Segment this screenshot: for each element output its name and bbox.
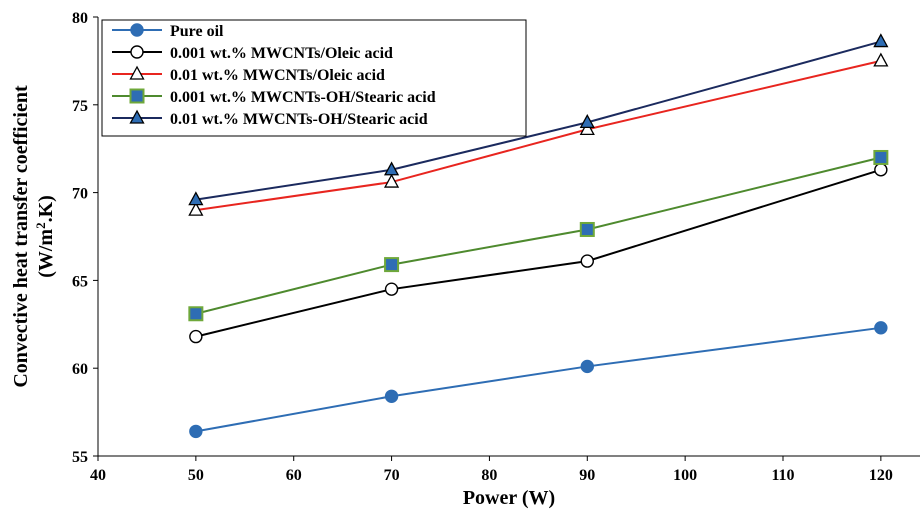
y-axis-unit-prefix: (W/m [35, 229, 57, 278]
data-point [873, 52, 889, 67]
legend-item: 0.001 wt.% MWCNTs-OH/Stearic acid [112, 88, 436, 106]
x-tick-label: 70 [384, 467, 400, 484]
data-point [189, 424, 203, 439]
series-line [195, 168, 882, 338]
legend-marker [129, 109, 145, 124]
series-4 [188, 149, 889, 322]
series-layer [188, 33, 889, 439]
y-tick-label: 65 [72, 273, 88, 290]
x-tick-label: 60 [286, 467, 302, 484]
legend-label: Pure oil [170, 23, 224, 40]
legend-marker [129, 88, 145, 104]
x-tick-label: 40 [90, 467, 106, 484]
y-tick-label: 75 [72, 98, 88, 115]
data-point [579, 113, 595, 129]
y-axis-unit-sup: 2 [33, 222, 48, 229]
y-tick-label: 60 [72, 361, 88, 378]
data-point [384, 257, 400, 273]
x-tick-label: 80 [481, 467, 497, 484]
data-point [580, 359, 594, 374]
legend-box [101, 19, 527, 137]
legend-marker [129, 65, 145, 80]
data-point [579, 221, 595, 237]
data-point [580, 254, 594, 268]
series-line [195, 40, 882, 201]
x-tick-label: 100 [673, 467, 697, 484]
y-axis-title-line2: (W/m2.K) [33, 195, 57, 278]
data-point [188, 201, 204, 216]
series-2 [189, 163, 888, 344]
series-3 [188, 52, 889, 216]
legend-label: 0.001 wt.% MWCNTs-OH/Stearic acid [170, 89, 436, 106]
data-point [874, 163, 888, 177]
data-point [383, 173, 400, 188]
data-point [579, 121, 595, 136]
x-tick-label: 110 [771, 467, 794, 484]
data-point [873, 33, 889, 48]
data-point [189, 329, 203, 344]
legend-item: Pure oil [112, 23, 224, 40]
series-1 [189, 321, 888, 439]
y-tick-label: 70 [72, 186, 88, 203]
legend-item: 0.01 wt.% MWCNTs-OH/Stearic acid [112, 109, 428, 128]
legend-marker [130, 23, 144, 37]
data-point [188, 306, 204, 322]
data-point [384, 389, 399, 403]
y-axis-unit-suffix: .K) [35, 195, 57, 222]
y-tick-label: 80 [72, 10, 88, 27]
series-5 [188, 33, 889, 206]
series-line [195, 156, 882, 315]
legend-label: 0.01 wt.% MWCNTs-OH/Stearic acid [170, 111, 428, 128]
data-point [873, 149, 889, 165]
series-line [195, 326, 881, 433]
legend-label: 0.01 wt.% MWCNTs/Oleic acid [170, 67, 385, 84]
legend: Pure oil 0.001 wt.% MWCNTs/Oleic acid 0.01… [101, 19, 527, 137]
axes: 40 50 60 70 80 90 100 110 120 55 60 65 70 75 80 [72, 10, 920, 484]
legend-label: 0.001 wt.% MWCNTs/Oleic acid [170, 45, 393, 62]
legend-item: 0.01 wt.% MWCNTs/Oleic acid [112, 65, 385, 84]
data-point [384, 282, 399, 296]
legend-item: 0.001 wt.% MWCNTs/Oleic acid [112, 45, 393, 62]
legend-marker [130, 45, 144, 59]
x-tick-label: 90 [579, 467, 595, 484]
data-point [874, 321, 888, 335]
data-point [383, 161, 400, 176]
y-axis-title-line1: Convective heat transfer coefficient [10, 85, 32, 388]
x-tick-label: 120 [869, 467, 893, 484]
y-tick-label: 55 [72, 449, 88, 466]
series-line [195, 59, 882, 212]
x-axis-title: Power (W) [463, 487, 555, 509]
x-tick-label: 50 [188, 467, 204, 484]
data-point [188, 191, 204, 206]
